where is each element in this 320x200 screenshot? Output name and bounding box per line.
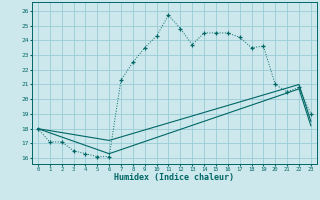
X-axis label: Humidex (Indice chaleur): Humidex (Indice chaleur) (115, 173, 234, 182)
